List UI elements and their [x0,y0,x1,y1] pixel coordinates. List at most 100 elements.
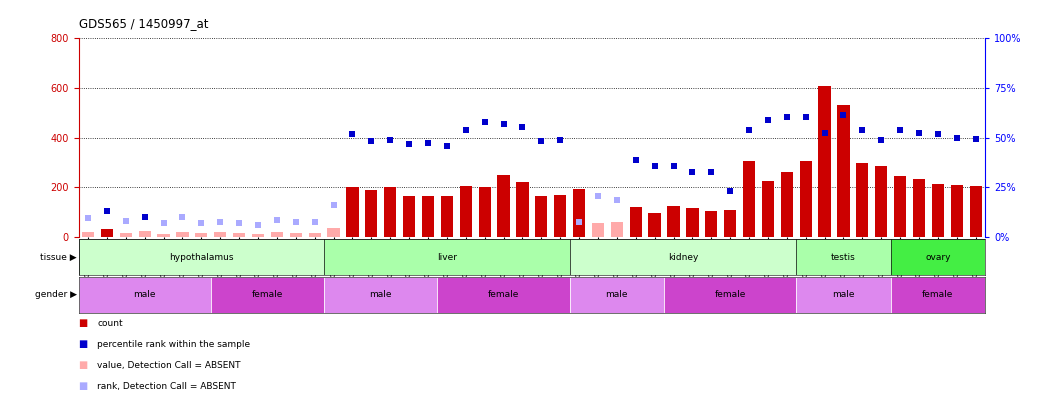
Point [438,143,455,149]
Point [741,127,758,134]
Text: value, Detection Call = ABSENT: value, Detection Call = ABSENT [97,361,241,370]
Point [212,219,228,225]
Bar [498,175,509,237]
Text: female: female [715,290,746,299]
Point [457,127,474,134]
Text: percentile rank within the sample: percentile rank within the sample [97,340,250,349]
Point [287,219,304,225]
Text: male: male [370,290,392,299]
Point [136,214,153,220]
Text: rank, Detection Call = ABSENT: rank, Detection Call = ABSENT [97,382,237,391]
Bar [365,190,377,237]
Bar [664,277,796,313]
Point [80,215,96,222]
Point [174,214,191,220]
Bar [517,182,528,237]
Point [381,137,398,143]
Bar [724,210,737,237]
Bar [346,187,358,237]
Point [306,219,323,225]
Point [609,196,626,203]
Bar [649,213,660,237]
Point [495,121,511,127]
Bar [875,166,888,237]
Point [419,139,436,146]
Bar [796,277,891,313]
Bar [384,187,396,237]
Bar [324,239,570,275]
Point [155,220,172,226]
Point [400,141,417,147]
Bar [211,277,324,313]
Bar [573,189,585,237]
Point [476,118,493,125]
Point [117,217,134,224]
Text: liver: liver [437,253,457,262]
Point [722,188,739,194]
Point [552,137,569,143]
Point [892,127,909,134]
Bar [327,228,340,237]
Point [325,201,342,208]
Bar [705,211,718,237]
Bar [101,230,113,237]
Point [193,220,210,226]
Bar [796,239,891,275]
Bar [570,277,664,313]
Text: male: male [606,290,628,299]
Bar [630,207,641,237]
Point [249,221,266,228]
Point [948,134,965,141]
Bar [932,183,944,237]
Point [798,113,814,120]
Text: ■: ■ [79,360,88,370]
Text: female: female [922,290,954,299]
Text: male: male [832,290,855,299]
Bar [233,233,245,237]
Text: hypothalamus: hypothalamus [169,253,234,262]
Bar [119,233,132,237]
Bar [324,277,437,313]
Text: GDS565 / 1450997_at: GDS565 / 1450997_at [79,17,209,30]
Point [514,123,530,130]
Text: female: female [487,290,519,299]
Bar [214,232,226,237]
Text: ovary: ovary [925,253,951,262]
Bar [856,162,869,237]
Bar [437,277,570,313]
Point [911,130,927,136]
Text: male: male [133,290,156,299]
Point [816,130,833,136]
Point [363,138,379,145]
Point [99,208,115,214]
Bar [176,232,189,237]
Point [231,220,247,226]
Bar [403,196,415,237]
Bar [289,233,302,237]
Bar [951,185,963,237]
Bar [686,209,699,237]
Bar [270,232,283,237]
Point [967,136,984,142]
Bar [818,85,831,237]
Bar [252,234,264,237]
Bar [611,222,623,237]
Point [703,169,720,176]
Text: ■: ■ [79,382,88,391]
Point [590,193,607,199]
Text: count: count [97,319,123,328]
Text: kidney: kidney [668,253,698,262]
Bar [668,206,680,237]
Point [571,219,588,225]
Point [665,163,682,169]
Bar [913,179,925,237]
Text: ■: ■ [79,339,88,349]
Point [760,117,777,124]
Point [344,131,361,137]
Text: tissue ▶: tissue ▶ [40,253,77,262]
Bar [441,196,453,237]
Text: female: female [252,290,283,299]
Point [854,127,871,134]
Bar [762,181,774,237]
Bar [82,232,94,237]
